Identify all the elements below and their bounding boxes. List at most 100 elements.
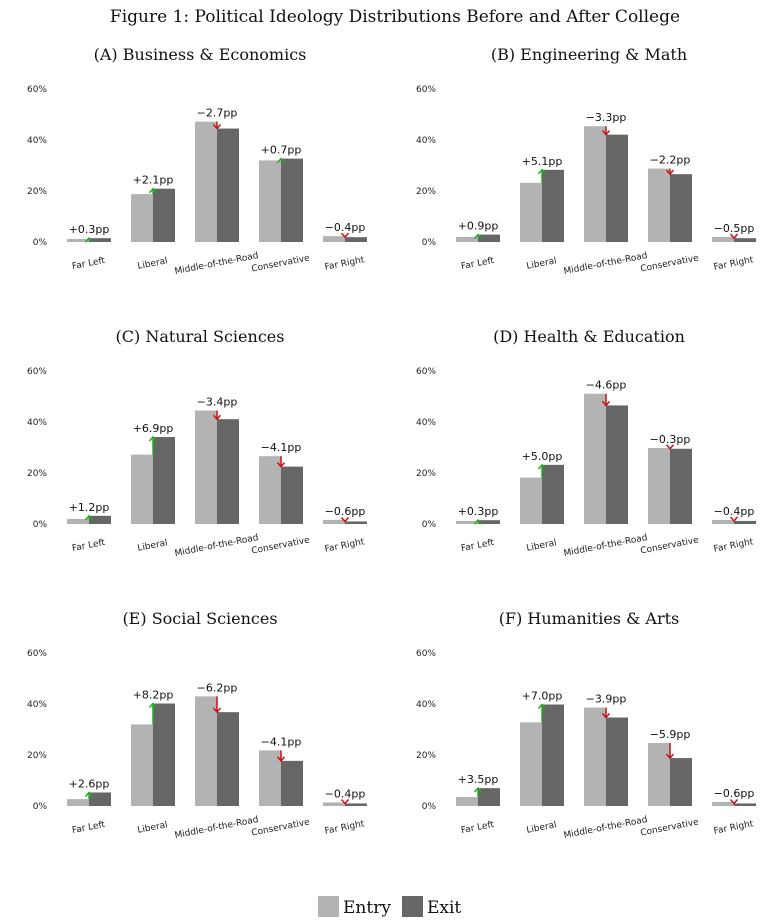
bar-entry	[131, 724, 153, 806]
arrow-head	[84, 237, 94, 243]
category-label: Far Right	[324, 255, 366, 273]
bar-exit	[606, 717, 628, 806]
bar-exit	[153, 703, 175, 806]
bar-exit	[606, 405, 628, 524]
category-label: Conservative	[640, 817, 700, 838]
delta-label: +0.7pp	[261, 144, 302, 157]
y-tick-label: 60%	[416, 367, 436, 377]
delta-label: −2.7pp	[197, 107, 238, 120]
bar-exit	[542, 464, 564, 524]
bar-exit	[478, 234, 500, 242]
delta-label: +7.0pp	[522, 690, 563, 703]
delta-label: +6.9pp	[133, 422, 174, 435]
category-label: Middle-of-the-Road	[174, 251, 260, 277]
chart-panel: (B) Engineering & Math 0% 20% 40% 60% +0.9pp F…	[416, 45, 756, 277]
category-label: Far Right	[713, 537, 755, 555]
arrow-head	[601, 130, 611, 136]
y-tick-label: 60%	[27, 649, 47, 659]
category-label: Middle-of-the-Road	[563, 533, 649, 559]
y-tick-label: 0%	[422, 520, 437, 530]
bar-exit	[734, 803, 756, 806]
arrow-head	[340, 798, 350, 805]
delta-label: +5.0pp	[522, 450, 563, 463]
arrow-head	[340, 232, 350, 239]
category-label: Middle-of-the-Road	[174, 815, 260, 841]
y-tick-label: 40%	[27, 136, 47, 146]
bar-entry	[259, 456, 281, 524]
arrow-head	[665, 169, 675, 176]
category-label: Middle-of-the-Road	[563, 251, 649, 277]
bar-entry	[195, 410, 217, 524]
y-tick-label: 20%	[416, 751, 436, 761]
arrow-head	[212, 707, 222, 714]
y-tick-label: 40%	[27, 418, 47, 428]
bar-entry	[131, 454, 153, 524]
bar-exit	[542, 169, 564, 242]
category-label: Conservative	[640, 535, 700, 556]
delta-label: −2.2pp	[650, 154, 691, 167]
bar-exit	[478, 520, 500, 524]
chart-panel: (A) Business & Economics 0% 20% 40% 60% +0.3p…	[27, 45, 367, 277]
y-tick-label: 20%	[416, 469, 436, 479]
arrow-head	[601, 713, 611, 719]
bar-entry	[584, 126, 606, 242]
bar-entry	[712, 236, 734, 242]
bar-exit	[217, 128, 239, 242]
bar-exit	[281, 760, 303, 806]
chart-panel: (E) Social Sciences 0% 20% 40% 60% +2.6pp Far …	[27, 609, 367, 841]
bar-exit	[281, 466, 303, 524]
delta-label: −6.2pp	[197, 681, 238, 694]
category-label: Conservative	[251, 253, 311, 274]
arrow-head	[276, 462, 286, 468]
delta-label: −0.4pp	[325, 787, 366, 800]
legend: Entry Exit	[318, 896, 461, 918]
bar-exit	[153, 437, 175, 524]
category-label: Liberal	[137, 256, 169, 272]
delta-label: −3.3pp	[586, 111, 627, 124]
arrow-head	[601, 400, 611, 407]
arrow-head	[729, 233, 739, 240]
figure-title: Figure 1: Political Ideology Distributio…	[110, 7, 680, 27]
bar-entry	[520, 722, 542, 806]
delta-label: +0.3pp	[69, 223, 110, 236]
arrow-head	[729, 798, 739, 805]
category-label: Conservative	[251, 817, 311, 838]
bar-exit	[281, 158, 303, 242]
delta-label: −0.5pp	[714, 222, 755, 235]
bar-entry	[648, 168, 670, 242]
chart-panel: (F) Humanities & Arts 0% 20% 40% 60% +3.5pp Fa…	[416, 609, 756, 841]
bar-entry	[259, 160, 281, 242]
y-tick-label: 60%	[27, 367, 47, 377]
chart-panel: (D) Health & Education 0% 20% 40% 60% +0.3pp F…	[416, 327, 756, 559]
arrow-head	[148, 187, 158, 194]
legend-entry-swatch	[318, 896, 339, 917]
delta-label: −0.4pp	[714, 505, 755, 518]
y-tick-label: 0%	[33, 802, 48, 812]
category-label: Far Right	[324, 537, 366, 555]
category-label: Far Left	[460, 256, 495, 272]
arrow-head	[84, 791, 94, 797]
y-tick-label: 0%	[422, 238, 437, 248]
delta-label: −3.4pp	[197, 396, 238, 409]
arrow-head	[148, 702, 158, 708]
category-label: Conservative	[640, 253, 700, 274]
bar-entry	[456, 797, 478, 806]
bar-entry	[648, 743, 670, 806]
legend-entry-label: Entry	[343, 898, 391, 918]
bar-entry	[131, 194, 153, 242]
bar-exit	[345, 803, 367, 806]
arrow-head	[473, 787, 483, 793]
legend-exit-swatch	[402, 896, 423, 917]
bar-entry	[323, 519, 345, 524]
delta-label: −3.9pp	[586, 693, 627, 706]
arrow-head	[665, 444, 675, 450]
category-label: Liberal	[526, 820, 558, 836]
panel-title: (D) Health & Education	[493, 327, 685, 346]
y-tick-label: 0%	[33, 238, 48, 248]
delta-label: +2.1pp	[133, 174, 174, 187]
category-label: Far Right	[324, 819, 366, 837]
arrow-head	[665, 753, 675, 760]
category-label: Middle-of-the-Road	[563, 815, 649, 841]
delta-label: −4.6pp	[586, 379, 627, 392]
delta-label: −0.4pp	[325, 221, 366, 234]
